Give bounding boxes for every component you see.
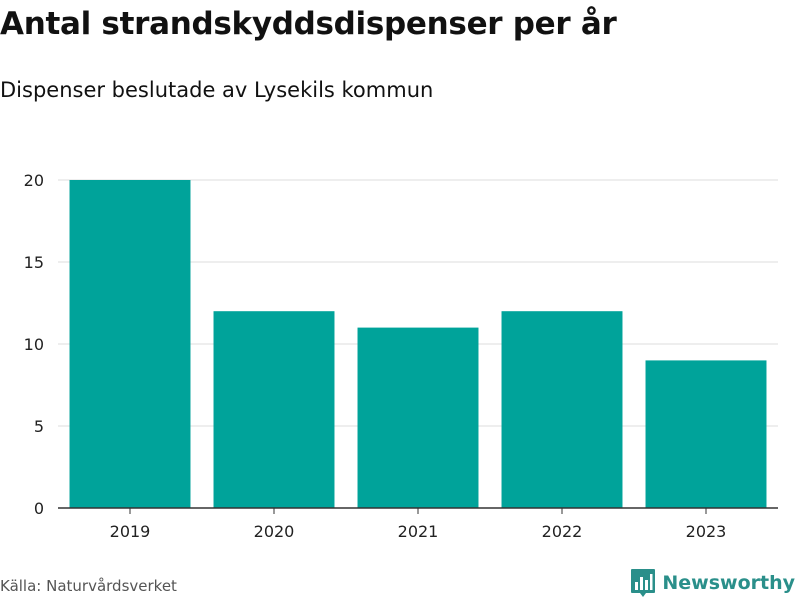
bar[interactable] [645,360,767,508]
bar[interactable] [501,311,623,508]
x-tick-label: 2021 [398,522,439,541]
bar-chart-logo-icon [631,569,656,597]
x-tick-label: 2019 [110,522,151,541]
x-tick-label: 2022 [542,522,583,541]
axes: 0 5 10 15 20 2019 2020 2021 2022 2023 [24,171,778,541]
chart-title: Antal strandskyddsdispenser per år [0,6,617,42]
y-tick-label: 5 [34,417,44,436]
bar[interactable] [69,180,191,508]
chart-subtitle: Dispenser beslutade av Lysekils kommun [0,78,434,102]
brand-logo[interactable]: Newsworthy [630,568,795,598]
y-tick-label: 0 [34,499,44,518]
bars [69,180,767,508]
bar[interactable] [213,311,335,508]
bar[interactable] [357,327,479,508]
y-tick-label: 20 [24,171,44,190]
brand-name: Newsworthy [662,572,795,594]
x-tick-label: 2020 [254,522,295,541]
y-tick-label: 10 [24,335,44,354]
y-tick-label: 15 [24,253,44,272]
bar-chart: 0 5 10 15 20 2019 2020 2021 2022 2023 [24,171,778,541]
source-note: Källa: Naturvårdsverket [0,577,177,595]
x-tick-label: 2023 [686,522,727,541]
